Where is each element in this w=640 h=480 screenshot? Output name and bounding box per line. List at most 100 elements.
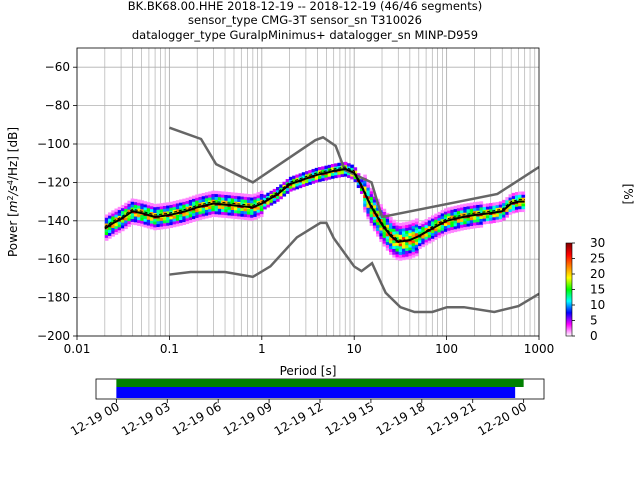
heatmap-cell (398, 228, 403, 232)
heatmap-cell (246, 196, 251, 201)
heatmap-cell (104, 234, 109, 238)
heatmap-cell (234, 215, 238, 219)
heatmap-cell (398, 222, 403, 227)
heatmap-cell (172, 218, 177, 222)
heatmap-cell (227, 200, 232, 204)
heatmap-cell (363, 180, 367, 184)
heatmap-cell (450, 229, 455, 233)
timeline-tick-label: 12-19 21 (425, 399, 479, 438)
heatmap-cell (450, 209, 455, 213)
heatmap-cell (476, 218, 480, 223)
heatmap-cell (266, 201, 270, 205)
heatmap-cell (130, 207, 135, 211)
heatmap-cell (514, 203, 519, 207)
heatmap-cell (363, 203, 367, 207)
heatmap-cell (188, 196, 193, 200)
heatmap-cell (518, 194, 522, 198)
heatmap-cell (227, 215, 232, 219)
heatmap-cell (356, 176, 361, 180)
heatmap-cell (427, 240, 432, 244)
heatmap-cell (343, 173, 348, 177)
heatmap-cell (463, 223, 467, 228)
heatmap-cell (301, 183, 306, 188)
heatmap-cell (495, 213, 500, 217)
heatmap-cell (259, 196, 264, 200)
heatmap-cell (162, 220, 167, 224)
heatmap-cell (175, 205, 180, 210)
heatmap-cell (153, 221, 157, 225)
heatmap-cell (334, 163, 338, 167)
median-line (104, 167, 525, 243)
heatmap-cell (153, 218, 157, 222)
heatmap-cell (521, 208, 526, 213)
heatmap-cell (108, 226, 112, 231)
heatmap-cell (162, 208, 167, 212)
heatmap-cell (427, 234, 432, 238)
heatmap-cell (382, 234, 387, 238)
heatmap-cell (111, 218, 115, 223)
heatmap-cell (237, 213, 241, 217)
heatmap-cell (431, 229, 435, 234)
heatmap-cell (424, 233, 429, 237)
heatmap-cell (298, 176, 303, 180)
heatmap-cell (127, 215, 132, 219)
heatmap-cell (185, 197, 190, 202)
heatmap-cell (411, 239, 416, 244)
heatmap-cell (427, 220, 432, 224)
heatmap-cell (221, 197, 225, 201)
heatmap-cell (476, 224, 480, 228)
heatmap-cell (485, 206, 490, 210)
heatmap-cell (301, 172, 306, 176)
heatmap-cell (127, 220, 132, 225)
heatmap-cell (104, 214, 109, 218)
heatmap-cell (234, 209, 238, 214)
heatmap-cell (372, 207, 377, 212)
heatmap-cell (460, 210, 464, 214)
heatmap-cell (120, 225, 125, 229)
heatmap-cell (208, 205, 212, 210)
timeline-tick-label: 12-19 09 (221, 399, 275, 438)
heatmap-cell (201, 207, 206, 211)
heatmap-cell (369, 219, 374, 224)
heatmap-cell (308, 172, 312, 177)
heatmap-cell (337, 171, 341, 175)
heatmap-cell (246, 214, 251, 218)
heatmap-cell (366, 207, 371, 211)
heatmap-cell (108, 212, 112, 216)
heatmap-cell (460, 204, 464, 208)
heatmap-cell (153, 203, 157, 208)
y-axis-label-sup1: 2 (6, 195, 15, 200)
heatmap-cell (405, 247, 409, 251)
heatmap-cell (162, 217, 167, 221)
heatmap-cell (275, 198, 280, 202)
heatmap-cell (314, 179, 319, 183)
heatmap-cell (401, 225, 406, 229)
heatmap-cell (282, 181, 287, 186)
heatmap-cell (201, 192, 206, 197)
heatmap-cell (460, 207, 464, 211)
heatmap-cell (221, 200, 225, 204)
heatmap-cell (447, 230, 451, 234)
heatmap-cell (505, 197, 509, 201)
heatmap-cell (179, 208, 183, 212)
heatmap-cell (143, 218, 148, 222)
heatmap-cell (172, 203, 177, 208)
heatmap-cell (250, 211, 254, 215)
heatmap-cell (117, 224, 122, 228)
heatmap-cell (405, 253, 409, 257)
heatmap-cell (311, 177, 316, 181)
heatmap-cell (159, 223, 164, 227)
heatmap-cell (146, 207, 151, 212)
heatmap-cell (214, 190, 219, 195)
heatmap-cell (188, 202, 193, 206)
heatmap-cell (395, 228, 400, 232)
heatmap-cell (237, 195, 241, 200)
heatmap-cell (301, 175, 306, 179)
heatmap-cell (259, 213, 264, 218)
heatmap-cell (192, 195, 196, 199)
heatmap-cell (511, 192, 516, 197)
colorbar-tick-label: 30 (590, 236, 605, 250)
heatmap-cell (240, 216, 245, 220)
heatmap-cell (366, 201, 371, 205)
heatmap-cell (447, 215, 451, 220)
